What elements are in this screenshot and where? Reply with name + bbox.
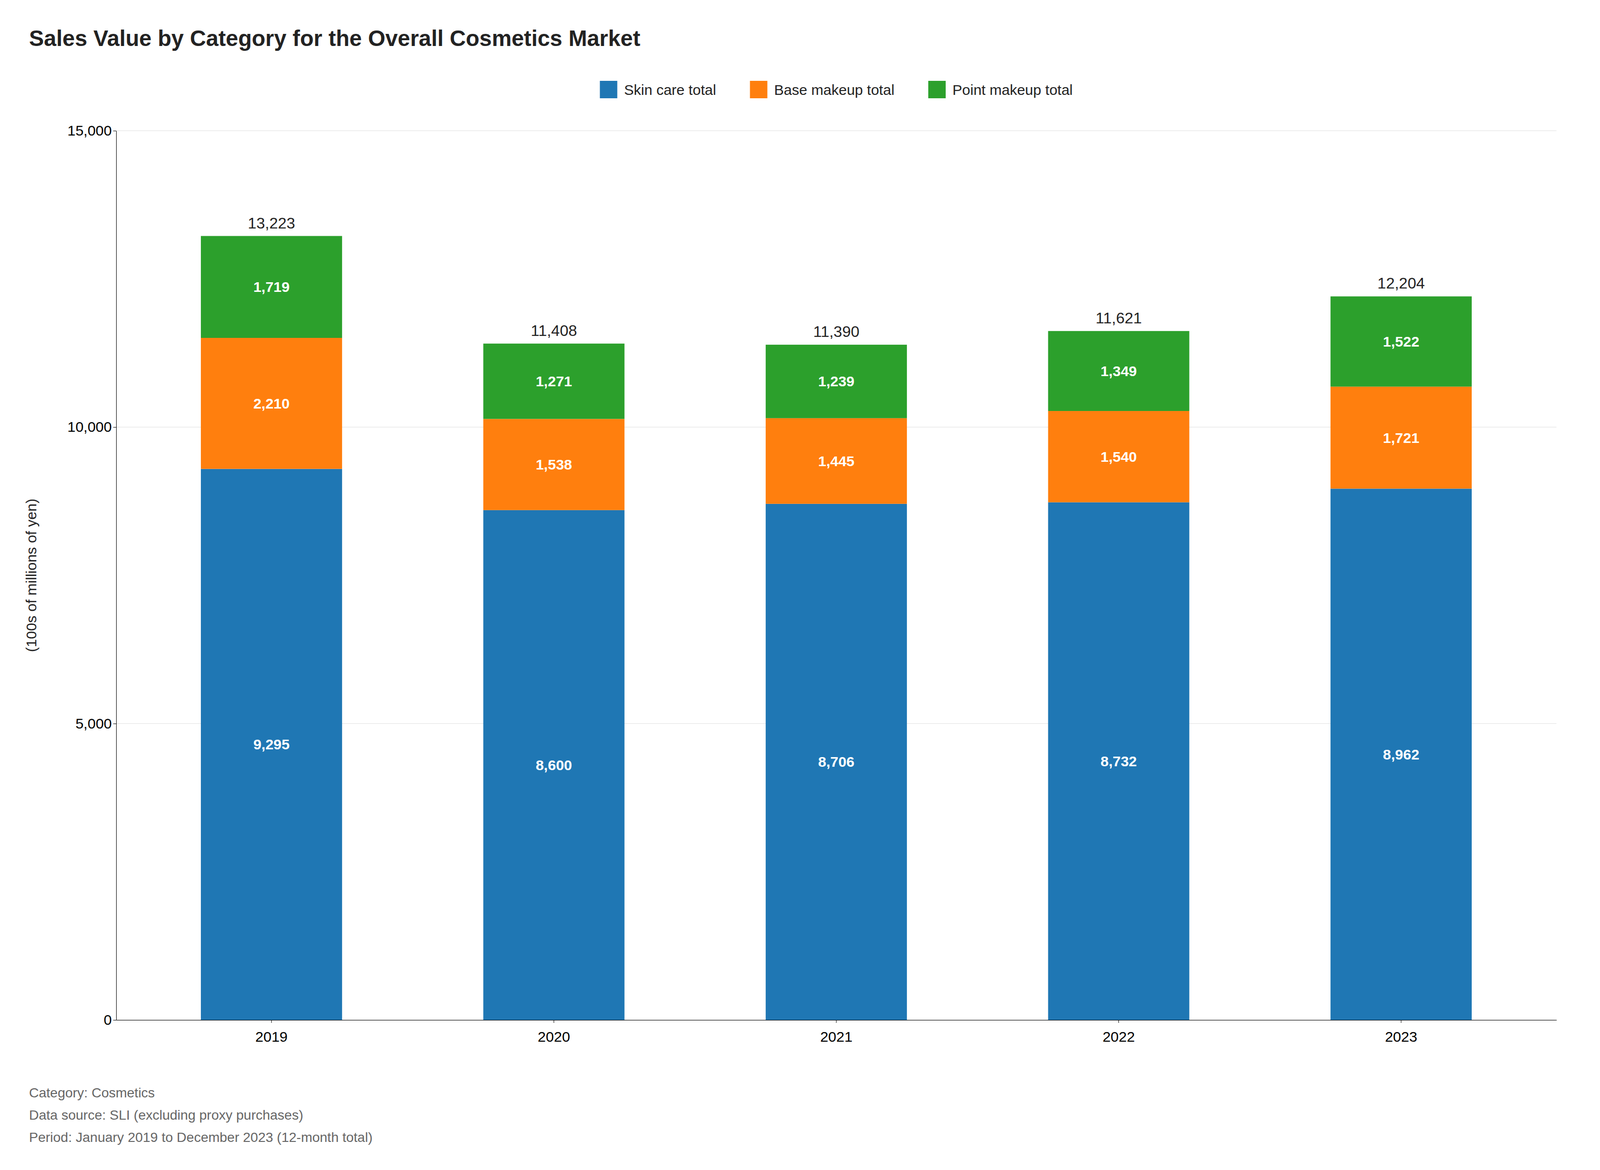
y-tick-label: 5,000 (75, 715, 112, 732)
bar-segment (765, 503, 907, 1020)
x-tick-mark (1118, 1019, 1119, 1023)
y-axis: 0 5,000 10,000 15,000 (67, 122, 117, 1028)
legend-item: Skin care total (599, 80, 716, 99)
x-tick: 2019 (255, 1019, 288, 1045)
footer-note: Category: Cosmetics (29, 1085, 155, 1101)
y-tick-label: 0 (103, 1011, 112, 1028)
x-tick-label: 2023 (1385, 1028, 1418, 1045)
x-tick-label: 2022 (1102, 1028, 1135, 1045)
data-label: 9,295 (253, 736, 290, 753)
y-axis-line (116, 131, 117, 1021)
bar-segment (1048, 410, 1190, 503)
footer-note: Period: January 2019 to December 2023 (1… (29, 1129, 373, 1145)
total-label: 12,204 (1377, 274, 1425, 292)
bar-segment (483, 510, 625, 1020)
y-tick-mark (113, 130, 117, 132)
bar-segment (483, 418, 625, 510)
bar-segment (765, 344, 907, 419)
x-axis: 2019 2020 2021 2022 2023 (116, 1019, 1557, 1045)
data-label: 8,600 (535, 756, 573, 773)
x-tick-mark (1401, 1019, 1402, 1023)
x-tick: 2022 (1102, 1019, 1135, 1045)
bar-segment (1330, 488, 1472, 1020)
legend-label: Base makeup total (774, 81, 895, 98)
y-tick-mark (113, 1019, 117, 1021)
x-tick: 2020 (537, 1019, 571, 1045)
data-label: 8,962 (1383, 746, 1420, 763)
data-label: 1,239 (817, 373, 855, 390)
bar-segment (1048, 502, 1190, 1020)
y-tick: 15,000 (67, 122, 117, 139)
data-label: 8,732 (1100, 753, 1137, 770)
data-labels: 9,295 8,600 8,706 8,732 8,962 2,210 1,538 1,445… (247, 214, 1425, 773)
data-label: 1,522 (1383, 333, 1420, 350)
data-label: 1,540 (1100, 448, 1137, 465)
data-label: 1,721 (1383, 429, 1420, 446)
data-label: 8,706 (817, 753, 855, 770)
bar-segment (200, 337, 343, 469)
legend-label: Skin care total (623, 81, 716, 98)
y-tick: 5,000 (75, 715, 117, 732)
legend-item: Point makeup total (928, 80, 1073, 99)
bar-segment (200, 468, 343, 1020)
legend: Skin care total Base makeup total Point ma… (599, 80, 1073, 99)
y-axis-title: (100s of millions of yen) (23, 498, 40, 652)
x-tick: 2021 (820, 1019, 853, 1045)
bar-segment (200, 236, 343, 339)
legend-item: Base makeup total (750, 80, 895, 99)
y-tick-label: 15,000 (67, 122, 112, 139)
total-label: 13,223 (247, 214, 296, 232)
legend-swatch (750, 80, 768, 99)
data-label: 1,719 (253, 278, 290, 295)
bar-segment (1330, 386, 1472, 489)
x-tick-label: 2021 (820, 1028, 853, 1045)
y-tick-label: 10,000 (67, 418, 112, 435)
y-tick-mark (113, 723, 117, 725)
x-tick-label: 2020 (537, 1028, 571, 1045)
x-tick-mark (553, 1019, 555, 1023)
legend-swatch (928, 80, 946, 99)
legend-swatch (599, 80, 618, 99)
bar-segment (1330, 296, 1472, 387)
x-tick: 2023 (1385, 1019, 1418, 1045)
y-tick-mark (113, 426, 117, 428)
total-label: 11,408 (530, 321, 578, 340)
chart: Sales Value by Category for the Overall … (0, 0, 1600, 1170)
grid (116, 130, 1557, 1020)
data-label: 2,210 (253, 395, 290, 412)
data-label: 1,445 (817, 452, 855, 469)
x-tick-mark (836, 1019, 837, 1023)
grid-line (116, 130, 1557, 132)
bars (200, 236, 1472, 1020)
data-label: 1,538 (535, 456, 573, 473)
y-tick: 0 (103, 1011, 117, 1028)
footer-note: Data source: SLI (excluding proxy purcha… (29, 1107, 304, 1123)
x-tick-mark (271, 1019, 272, 1023)
total-label: 11,621 (1095, 309, 1143, 327)
bar-segment (1048, 331, 1190, 411)
legend-label: Point makeup total (952, 81, 1073, 98)
x-tick-label: 2019 (255, 1028, 288, 1045)
title: Sales Value by Category for the Overall … (29, 25, 641, 51)
footer-notes: Category: Cosmetics Data source: SLI (exc… (29, 1085, 373, 1145)
data-label: 1,349 (1100, 362, 1137, 379)
y-tick: 10,000 (67, 418, 117, 435)
total-label: 11,390 (813, 322, 860, 341)
bar-segment (765, 418, 907, 504)
data-label: 1,271 (535, 373, 573, 390)
bar-segment (483, 343, 625, 420)
